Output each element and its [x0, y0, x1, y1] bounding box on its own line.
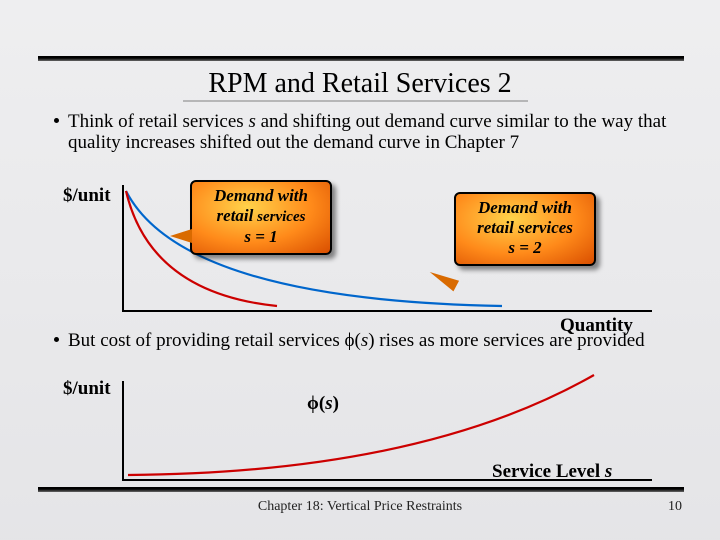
- bullet-dot-icon: [54, 118, 59, 123]
- callout1-line2: retail services: [202, 206, 320, 227]
- bullet-dot-icon: [54, 337, 59, 342]
- chart2-x-axis-label: Service Level s: [492, 461, 612, 483]
- callout1-pointer-icon: [170, 229, 192, 243]
- top-rule: [38, 56, 684, 61]
- slide-title: RPM and Retail Services 2: [0, 68, 720, 100]
- callout2-line2: retail services: [466, 218, 584, 238]
- callout2-line3: s = 2: [466, 238, 584, 258]
- callout2-line1: Demand with: [466, 198, 584, 218]
- chart2-y-axis-label: $/unit: [63, 378, 111, 400]
- bullet-1: Think of retail services s and shifting …: [68, 111, 670, 154]
- footer: Chapter 18: Vertical Price Restraints: [0, 499, 720, 515]
- bullet1-var-s: s: [248, 111, 255, 132]
- callout-demand-s1: Demand with retail services s = 1: [190, 180, 332, 255]
- bullet-2: But cost of providing retail services ϕ(…: [68, 330, 670, 351]
- bullet2-text-post: ) rises as more services are provided: [368, 330, 644, 351]
- phi-label: ϕ(s): [307, 393, 339, 415]
- slide: RPM and Retail Services 2 Think of retai…: [0, 0, 720, 540]
- cost-chart: ϕ(s) Service Level s: [122, 381, 652, 481]
- chart1-y-axis-label: $/unit: [63, 185, 111, 207]
- page-number: 10: [668, 499, 682, 515]
- callout1-line1: Demand with: [202, 186, 320, 206]
- callout1-line3: s = 1: [202, 227, 320, 247]
- callout-demand-s2: Demand with retail services s = 2: [454, 192, 596, 266]
- bullet2-text-pre: But cost of providing retail services ϕ(: [68, 330, 361, 351]
- demand-chart: Demand with retail services s = 1 Demand…: [122, 185, 652, 312]
- bullet1-text-pre: Think of retail services: [68, 111, 248, 132]
- title-underline: [183, 100, 528, 102]
- bottom-rule: [38, 487, 684, 492]
